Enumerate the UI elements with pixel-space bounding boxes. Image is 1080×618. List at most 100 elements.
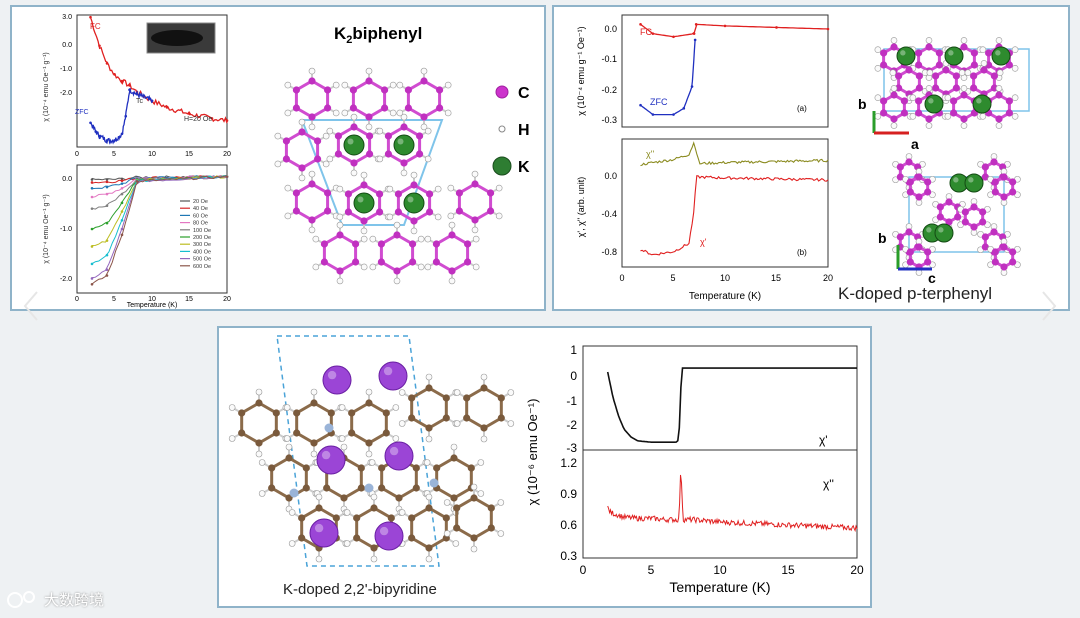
carbon-atom: [880, 97, 888, 105]
carbon-atom: [1005, 61, 1013, 69]
carbon-atom: [323, 104, 332, 112]
carbon-atom: [880, 61, 888, 69]
y-axis-label: χ (10⁻⁶ emu Oe⁻¹): [525, 399, 540, 506]
carbon-atom: [979, 208, 987, 216]
carbon-atom: [960, 43, 968, 51]
carbon-atom: [450, 494, 458, 502]
hydrogen-atom: [417, 235, 425, 243]
carousel-prev-arrow[interactable]: [22, 290, 40, 322]
carousel-next-arrow[interactable]: [1040, 290, 1058, 322]
hydrogen-atom: [338, 404, 346, 411]
hydrogen-atom: [360, 227, 368, 235]
carbon-atom: [470, 534, 478, 542]
carbon-atom: [995, 115, 1003, 123]
carbon-atom: [1009, 258, 1017, 266]
hydrogen-atom: [925, 122, 933, 129]
atom-highlight: [948, 50, 954, 56]
hydrogen-atom: [284, 212, 292, 220]
carbon-atom: [360, 217, 368, 225]
carbon-atom: [308, 113, 316, 121]
data-point: [105, 178, 109, 181]
data-point: [120, 210, 124, 213]
hydrogen-atom: [1011, 113, 1019, 120]
atom-highlight: [938, 227, 944, 233]
carbon-atom: [272, 409, 280, 417]
carbon-atom: [380, 104, 389, 112]
carbon-atom: [487, 524, 495, 532]
hydrogen-atom: [926, 69, 934, 76]
hydrogen-atom: [424, 127, 432, 135]
data-point: [120, 201, 124, 205]
data-point: [210, 117, 214, 120]
legend-entry: 100 Oe: [193, 228, 211, 234]
data-point: [651, 32, 655, 35]
x-tick: 15: [781, 563, 795, 577]
carbon-atom: [349, 104, 358, 112]
hydrogen-atom: [980, 60, 988, 67]
carbon-atom: [905, 158, 913, 166]
carbon-legend-swatch: [495, 85, 509, 99]
hydrogen-atom: [471, 170, 479, 178]
carbon-atom: [432, 258, 441, 266]
carbon-atom: [365, 150, 374, 158]
carbon-atom: [387, 514, 395, 522]
carbon-atom: [970, 203, 978, 211]
x-tick: 10: [148, 151, 156, 158]
carbon-atom: [980, 66, 988, 74]
hydrogen-atom: [874, 46, 882, 54]
carbon-atom: [382, 409, 390, 417]
data-point: [90, 262, 94, 266]
carbon-atom: [298, 514, 306, 522]
ring-bond: [410, 506, 448, 550]
hydrogen-atom: [336, 221, 344, 229]
watermark-text: 大数跨境: [44, 591, 105, 609]
carbon-atom: [442, 414, 450, 422]
hydrogen-atom: [258, 459, 266, 466]
data-point: [105, 139, 109, 142]
hydrogen-atom: [284, 81, 292, 89]
hydrogen-atom: [434, 213, 442, 221]
hydrogen-atom: [444, 109, 452, 117]
hydrogen-atom: [308, 226, 316, 234]
hydrogen-atom: [341, 81, 349, 89]
carbon-atom: [991, 248, 999, 256]
carbon-atom: [298, 534, 306, 542]
carbon-atom: [350, 123, 358, 131]
data-point: [775, 26, 778, 29]
legend-entry: 60 Oe: [193, 213, 208, 219]
carbon-atom: [936, 213, 944, 221]
data-point: [120, 182, 124, 185]
data-point: [89, 121, 92, 125]
carbon-atom: [378, 484, 386, 492]
carbon-atom: [952, 72, 960, 80]
y-tick: -2.0: [60, 276, 72, 283]
carbon-atom: [334, 150, 343, 158]
carbon-atom: [991, 258, 999, 266]
carbon-atom: [1000, 263, 1008, 271]
x-tick: 0: [75, 151, 79, 158]
legend-entry: 600 Oe: [193, 264, 211, 270]
series-line: [91, 175, 228, 285]
ring-bond: [379, 233, 415, 273]
hydrogen-atom: [447, 184, 455, 192]
atom-highlight: [321, 450, 331, 460]
carbon-atom: [238, 409, 246, 417]
data-point: [105, 185, 109, 189]
hydrogen-atom: [472, 263, 480, 271]
x-tick: 0: [619, 273, 624, 283]
axis-a-label: a: [911, 136, 919, 152]
data-point: [90, 282, 94, 286]
carbon-atom: [353, 534, 361, 542]
panel-label-b: (b): [797, 248, 807, 257]
hydrogen-legend-swatch: [498, 125, 506, 133]
carbon-atom: [310, 439, 318, 447]
hydrogen-atom: [450, 443, 458, 451]
x-tick: 15: [185, 296, 193, 303]
carbon-atom: [410, 181, 418, 189]
carbon-atom: [393, 231, 401, 239]
y-tick: -1.0: [60, 66, 72, 73]
nitrogen-atom: [289, 488, 299, 498]
data-point: [120, 218, 124, 222]
hydrogen-atom: [417, 263, 425, 271]
data-point: [120, 233, 124, 237]
